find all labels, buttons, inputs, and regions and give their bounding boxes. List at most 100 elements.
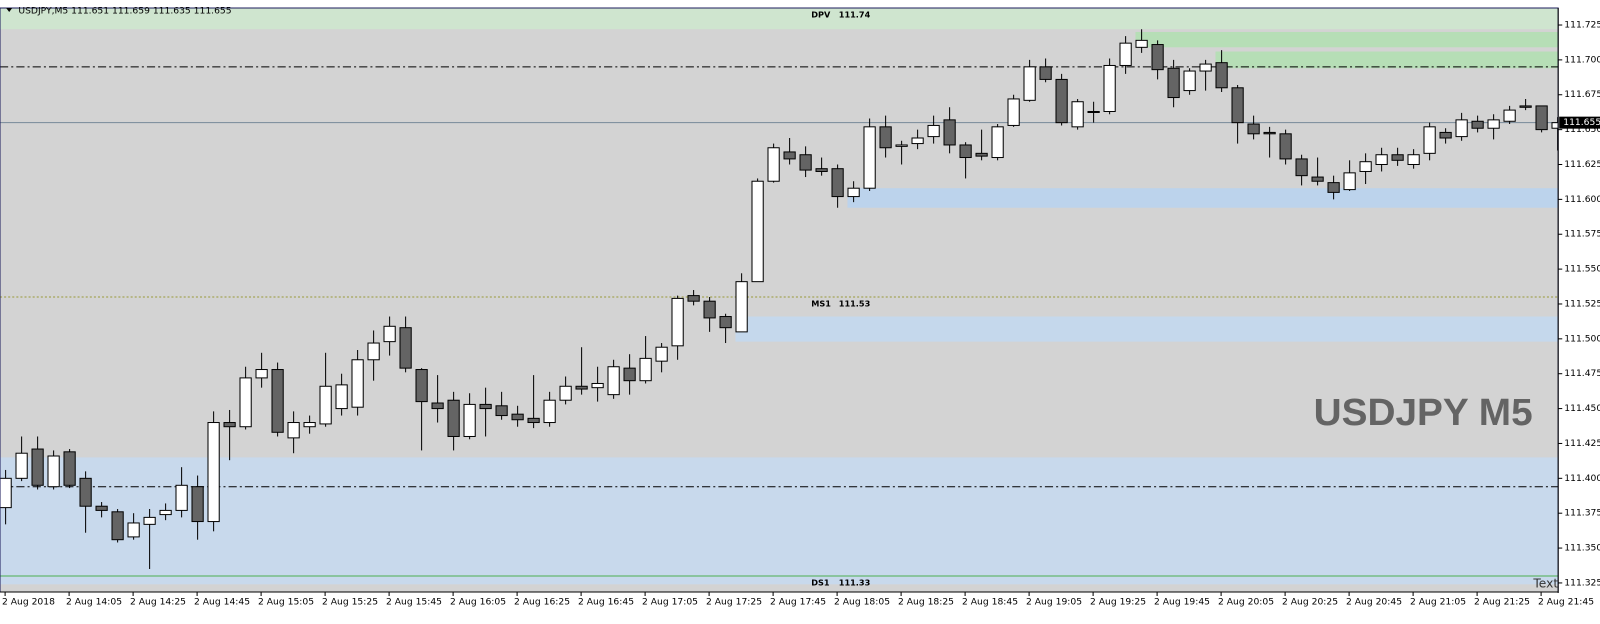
candle-body <box>895 144 908 147</box>
candle-body <box>0 477 12 509</box>
level-value: 111.74 <box>839 10 871 20</box>
candle-body <box>1087 110 1100 113</box>
candle-body <box>1487 119 1500 129</box>
candle-body <box>911 137 924 145</box>
candle-body <box>1151 44 1164 71</box>
candle-body <box>1055 78 1068 124</box>
header: USDJPY,M5 111.651 111.659 111.635 111.65… <box>18 7 231 17</box>
x-tick-label: 2 Aug 17:45 <box>770 598 826 608</box>
candle-body <box>591 382 604 389</box>
candle-body <box>543 399 556 424</box>
candle-body <box>927 124 940 138</box>
level-name: MS1 <box>811 299 831 309</box>
candle-body <box>1343 172 1356 191</box>
candle-body <box>943 119 956 146</box>
level-value: 111.33 <box>839 578 871 588</box>
candle-body <box>1391 154 1404 161</box>
candle-body <box>431 402 444 410</box>
y-tick-label: 111.600 <box>1564 195 1600 205</box>
y-tick-label: 111.650 <box>1564 125 1600 135</box>
y-tick-label: 111.700 <box>1564 55 1600 65</box>
candle-body <box>1167 67 1180 99</box>
y-tick-label: 111.550 <box>1564 265 1600 275</box>
candle-body <box>175 484 188 511</box>
candle-body <box>527 417 540 424</box>
candle-body <box>751 180 764 283</box>
candle-body <box>127 522 140 538</box>
candle-body <box>1039 66 1052 80</box>
candle-body <box>1455 119 1468 138</box>
x-tick-label: 2 Aug 19:05 <box>1026 598 1082 608</box>
candle-body <box>111 511 124 541</box>
candle-body <box>1103 64 1116 112</box>
candle-body <box>879 126 892 149</box>
y-tick-label: 111.675 <box>1564 90 1600 100</box>
candle-body <box>335 384 348 410</box>
candle-body <box>559 385 572 401</box>
candle-body <box>351 359 364 408</box>
candle-body <box>47 455 60 488</box>
candle-body <box>1503 109 1516 122</box>
x-tick-label: 2 Aug 17:05 <box>642 598 698 608</box>
candle-body <box>1135 39 1148 48</box>
candle-body <box>1519 105 1532 108</box>
x-tick-label: 2 Aug 15:05 <box>258 598 314 608</box>
x-tick-label: 2 Aug 14:25 <box>130 598 186 608</box>
y-tick-label: 111.625 <box>1564 160 1600 170</box>
y-tick-label: 111.575 <box>1564 230 1600 240</box>
candle-body <box>287 422 300 439</box>
candle-body <box>207 422 220 523</box>
candle-body <box>143 516 156 525</box>
y-tick-label: 111.525 <box>1564 300 1600 310</box>
candle-body <box>1007 98 1020 126</box>
y-tick-label: 111.375 <box>1564 509 1600 519</box>
y-tick-label: 111.500 <box>1564 334 1600 344</box>
y-tick-label: 111.450 <box>1564 404 1600 414</box>
x-tick-label: 2 Aug 2018 <box>2 598 55 608</box>
candle-body <box>1359 161 1372 172</box>
candle-body <box>1439 131 1452 139</box>
candle-body <box>623 367 636 382</box>
candle-body <box>223 422 236 428</box>
menu-arrow[interactable] <box>6 8 13 12</box>
x-tick-label: 2 Aug 21:45 <box>1538 598 1594 608</box>
candle-body <box>991 126 1004 159</box>
x-tick-label: 2 Aug 19:45 <box>1154 598 1210 608</box>
candle-body <box>383 325 396 343</box>
x-tick-label: 2 Aug 17:25 <box>706 598 762 608</box>
candle-body <box>639 357 652 382</box>
y-tick-label: 111.475 <box>1564 369 1600 379</box>
candle-body <box>1535 105 1548 131</box>
candle-body <box>255 369 268 379</box>
candle-body <box>159 509 172 516</box>
candle-body <box>1263 131 1276 135</box>
x-tick-label: 2 Aug 15:45 <box>386 598 442 608</box>
candle-body <box>959 144 972 159</box>
level-name: DS1 <box>811 578 830 588</box>
price-tag <box>1559 116 1600 129</box>
candle-body <box>463 403 476 437</box>
candle-body <box>783 151 796 160</box>
candle-body <box>1551 122 1559 129</box>
corner-text: Text <box>1532 577 1558 591</box>
candle-body <box>495 405 508 417</box>
candle-body <box>1327 182 1340 193</box>
candle-body <box>479 403 492 410</box>
candle-body <box>1279 133 1292 160</box>
candle-body <box>1215 62 1228 89</box>
x-tick-label: 2 Aug 14:45 <box>194 598 250 608</box>
x-tick-label: 2 Aug 21:25 <box>1474 598 1530 608</box>
candle-body <box>319 385 332 425</box>
watermark: USDJPY M5 <box>1314 391 1533 434</box>
candle-body <box>607 366 620 396</box>
candle-body <box>415 369 428 403</box>
candle-body <box>1183 70 1196 92</box>
x-tick-label: 2 Aug 20:25 <box>1282 598 1338 608</box>
candle-body <box>63 451 76 486</box>
candle-body <box>1247 123 1260 135</box>
y-tick-label: 111.400 <box>1564 474 1600 484</box>
candle-body <box>1407 154 1420 165</box>
candle-body <box>767 147 780 182</box>
zone <box>847 188 1559 208</box>
